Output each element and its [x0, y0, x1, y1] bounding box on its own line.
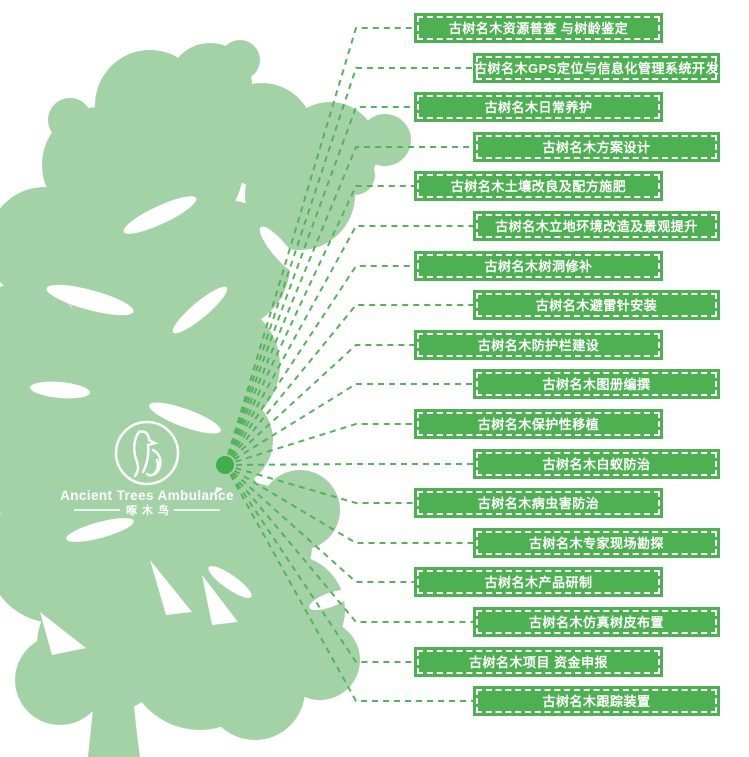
connector-line	[224, 464, 473, 702]
logo-title: Ancient Trees Ambulance	[60, 488, 234, 503]
tree-silhouette	[0, 40, 411, 757]
tree-branch-gaps	[30, 196, 351, 655]
connector-line	[224, 265, 414, 466]
connector-line	[224, 464, 414, 663]
connector-line	[224, 225, 473, 466]
connector-line	[224, 27, 414, 466]
connector-line	[224, 383, 473, 466]
connector-line	[224, 67, 473, 466]
connector-line	[224, 463, 473, 466]
connector-line	[224, 146, 473, 466]
connector-line	[224, 106, 414, 466]
connector-line	[224, 185, 414, 466]
logo-subtitle: 啄木鸟	[126, 503, 174, 517]
connector-line	[224, 344, 414, 466]
connector-line	[224, 304, 473, 466]
connector-line	[224, 423, 414, 466]
connector-line	[224, 464, 473, 623]
logo: Ancient Trees Ambulance 啄木鸟	[60, 420, 234, 517]
woodpecker-logo-icon	[133, 430, 162, 478]
connector-line	[224, 464, 414, 583]
hub-dot-icon	[216, 456, 234, 474]
logo-ring	[114, 420, 180, 486]
connector-line	[224, 464, 414, 504]
connector-lines	[224, 27, 473, 702]
